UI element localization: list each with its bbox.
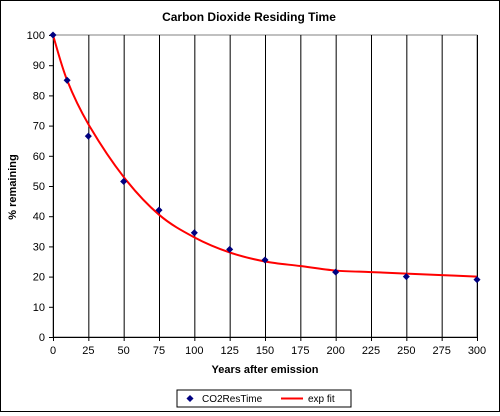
legend-label-co2restime: CO2ResTime (202, 394, 263, 405)
x-tick-label-1: 25 (82, 345, 94, 357)
x-tick-label-11: 275 (432, 345, 450, 357)
data-point-co2restime-6 (226, 245, 234, 253)
data-point-co2restime-2 (84, 132, 92, 140)
y-tick-label-0: 0 (39, 332, 45, 344)
x-tick-label-6: 150 (256, 345, 274, 357)
y-tick-label-5: 50 (33, 181, 45, 193)
data-point-co2restime-10 (473, 276, 481, 284)
data-point-co2restime-4 (155, 206, 163, 214)
data-point-co2restime-8 (332, 268, 340, 276)
chart-title: Carbon Dioxide Residing Time (162, 10, 336, 24)
legend-marker-co2restime (186, 394, 194, 403)
x-tick-label-2: 50 (118, 345, 130, 357)
legend-box (176, 389, 352, 408)
data-point-co2restime-3 (120, 177, 128, 186)
x-tick-label-10: 250 (397, 345, 415, 357)
grid-lines (88, 35, 478, 337)
x-tick-label-0: 0 (50, 345, 56, 357)
axes (49, 35, 478, 341)
y-tick-label-8: 80 (33, 90, 45, 102)
series-line-exp-fit (52, 34, 478, 278)
x-tick-label-4: 100 (185, 345, 203, 357)
data-point-co2restime-5 (190, 229, 198, 237)
x-tick-label-12: 300 (468, 345, 486, 357)
y-tick-label-7: 70 (33, 121, 45, 133)
y-tick-labels: 0 10 20 30 40 50 60 70 80 90 100 (27, 30, 45, 344)
y-tick-label-10: 100 (27, 30, 45, 42)
x-tick-label-8: 200 (326, 345, 344, 357)
y-tick-label-1: 10 (33, 302, 45, 314)
y-tick-label-2: 20 (33, 272, 45, 284)
y-axis-label: % remaining (7, 154, 19, 219)
data-point-co2restime-9 (402, 273, 410, 281)
x-tick-label-7: 175 (291, 345, 309, 357)
x-tick-labels: 0 25 50 75 100 125 150 175 200 225 250 275 300 (50, 345, 486, 357)
y-tick-label-4: 40 (33, 211, 45, 223)
data-point-co2restime-7 (261, 256, 269, 264)
legend: CO2ResTime exp fit (176, 389, 352, 408)
x-axis-label: Years after emission (211, 364, 318, 376)
x-tick-label-3: 75 (153, 345, 165, 357)
x-tick-label-9: 225 (362, 345, 380, 357)
y-tick-label-3: 30 (33, 241, 45, 253)
y-tick-label-9: 90 (33, 60, 45, 72)
y-tick-label-6: 60 (33, 151, 45, 163)
legend-label-exp-fit: exp fit (308, 394, 335, 405)
x-tick-label-5: 125 (220, 345, 238, 357)
